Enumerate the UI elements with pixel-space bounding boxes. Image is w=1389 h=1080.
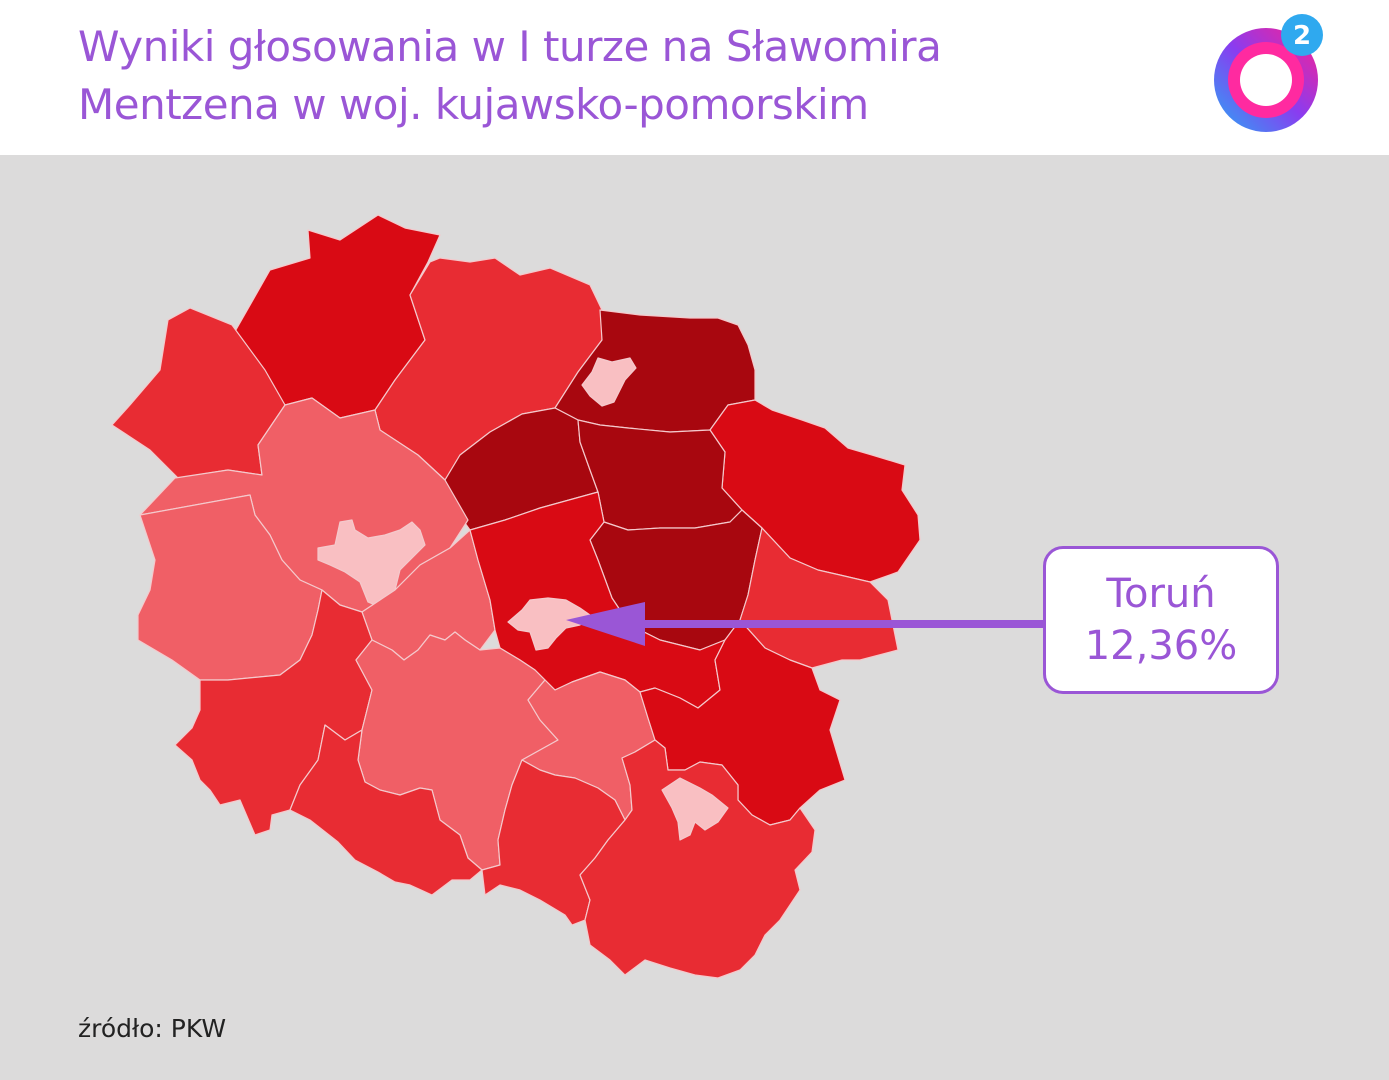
city-bydgoszcz [317,519,426,609]
page-title: Wyniki głosowania w I turze na Sławomira… [78,18,1158,134]
region-e-mid [739,527,899,669]
city-wloclawek [661,777,729,841]
city-torun [507,597,591,651]
callout-city: Toruń [1106,571,1216,617]
logo-superscript: 2 [1293,21,1311,51]
o2-logo-icon: 2 [1214,14,1323,132]
region-s-west [289,724,483,896]
region-wloclawek-county [579,739,816,979]
title-line-1: Wyniki głosowania w I turze na Sławomira [78,22,942,71]
choropleth-map [111,214,1043,979]
callout-value: 12,36% [1084,623,1238,669]
torun-callout: Toruń 12,36% [1043,546,1279,694]
city-grudziadz [581,357,637,407]
source-note: źródło: PKW [78,1014,227,1043]
header: Wyniki głosowania w I turze na Sławomira… [0,0,1389,155]
title-line-2: Mentzena w woj. kujawsko-pomorskim [78,80,869,129]
callout-arrow-head [566,602,645,646]
